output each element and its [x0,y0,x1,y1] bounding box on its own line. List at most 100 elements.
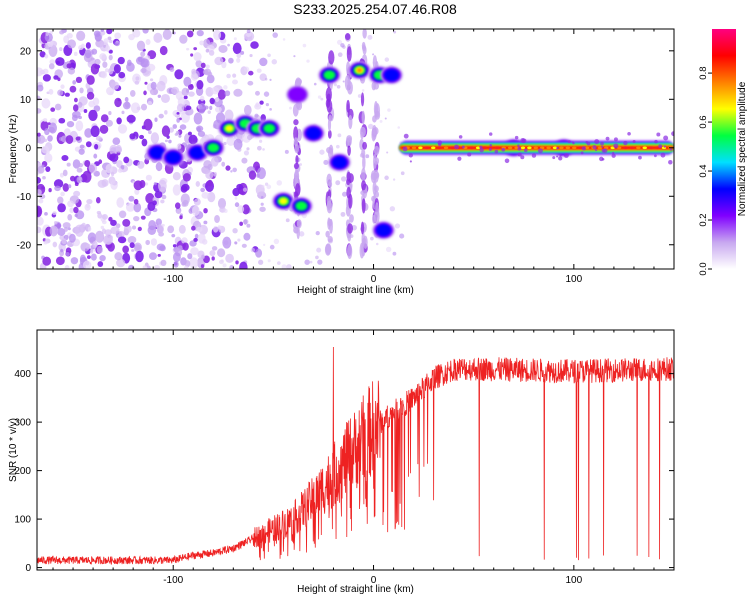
noise-speckle [43,241,48,245]
carrier-peak [443,146,449,150]
noise-speckle [191,205,200,216]
streak-blob [295,155,299,165]
streak-blob [327,235,333,243]
noise-speckle [100,114,109,123]
noise-speckle [217,89,226,100]
streak-blob [328,181,333,188]
noise-speckle [100,29,105,32]
noise-speckle [114,32,122,40]
noise-speckle [203,207,208,214]
noise-speckle [211,256,215,261]
sparse-speckle [269,244,275,250]
noise-speckle [203,68,212,76]
carrier-speckle [514,135,519,140]
noise-speckle [76,167,83,173]
noise-speckle [225,165,231,171]
noise-speckle [55,256,65,266]
noise-speckle [80,43,85,49]
streak-blob [361,180,367,191]
noise-speckle [118,210,127,219]
streak-blob [328,50,335,65]
signal-blob [357,68,363,73]
carrier-speckle [594,139,600,145]
carrier-speckle [454,144,459,150]
sparse-speckle [250,247,256,253]
noise-speckle [241,204,250,215]
sparse-speckle [309,260,313,264]
noise-speckle [74,224,84,237]
noise-speckle [42,74,51,82]
carrier-speckle [457,156,462,161]
noise-speckle [72,104,79,112]
carrier-speckle [408,153,413,158]
noise-speckle [122,218,131,227]
noise-speckle [160,94,170,103]
sparse-speckle [400,171,405,176]
carrier-speckle [494,149,499,154]
x-tick-label: 0 [371,575,377,586]
x-tick-label: -100 [163,274,183,285]
noise-speckle [150,238,158,246]
noise-speckle [145,38,151,46]
noise-speckle [132,225,137,230]
sparse-speckle [317,95,322,99]
noise-speckle [235,260,239,265]
noise-speckle [143,90,147,96]
streak-blob [373,101,379,118]
snr-series-line [37,346,674,565]
noise-speckle [214,106,222,113]
figure-title: S233.2025.254.07.46.R08 [293,1,457,17]
noise-speckle [172,252,181,263]
noise-speckle [69,207,75,214]
noise-speckle [183,265,189,269]
noise-speckle [52,211,57,216]
noise-speckle [178,224,186,234]
sparse-speckle [293,55,296,58]
noise-speckle [129,133,136,140]
noise-speckle [44,128,50,136]
noise-speckle [153,32,163,43]
streak-blob [296,219,302,229]
carrier-peak [533,146,538,150]
carrier-peak [520,146,526,150]
noise-speckle [39,51,46,58]
noise-speckle [37,177,41,184]
noise-speckle [102,214,108,220]
carrier-speckle [556,146,559,150]
streak-blob [347,136,352,146]
carrier-peak [424,146,430,150]
noise-speckle [135,250,144,263]
carrier-peak [648,146,654,150]
sparse-speckle [320,97,324,101]
sparse-speckle [237,147,242,152]
carrier-speckle [552,156,556,160]
noise-speckle [259,100,264,105]
sparse-speckle [264,77,268,81]
snr-panel: -100 0 100 0 100 200 300 400 Height of straight… [8,329,675,595]
noise-speckle [181,183,190,192]
sparse-speckle [389,206,396,212]
signal-blob [207,142,220,153]
noise-speckle [193,198,201,206]
sparse-speckle [271,59,278,65]
noise-speckle [144,81,148,85]
noise-speckle [75,76,83,84]
noise-speckle [95,230,105,243]
noise-speckle [160,259,167,267]
noise-speckle [59,172,64,178]
signal-blob [375,224,392,237]
noise-speckle [37,165,45,174]
signal-blob [263,123,276,134]
sparse-speckle [227,43,230,47]
sparse-speckle [342,80,345,83]
streak-blob [347,223,353,234]
noise-speckle [190,53,194,57]
carrier-peak [642,146,647,150]
noise-speckle [75,210,85,220]
carrier-peak [411,146,417,150]
carrier-speckle [581,146,587,151]
carrier-speckle [403,133,409,139]
noise-speckle [61,238,67,245]
noise-speckle [176,103,185,112]
streak-blob [360,167,366,183]
